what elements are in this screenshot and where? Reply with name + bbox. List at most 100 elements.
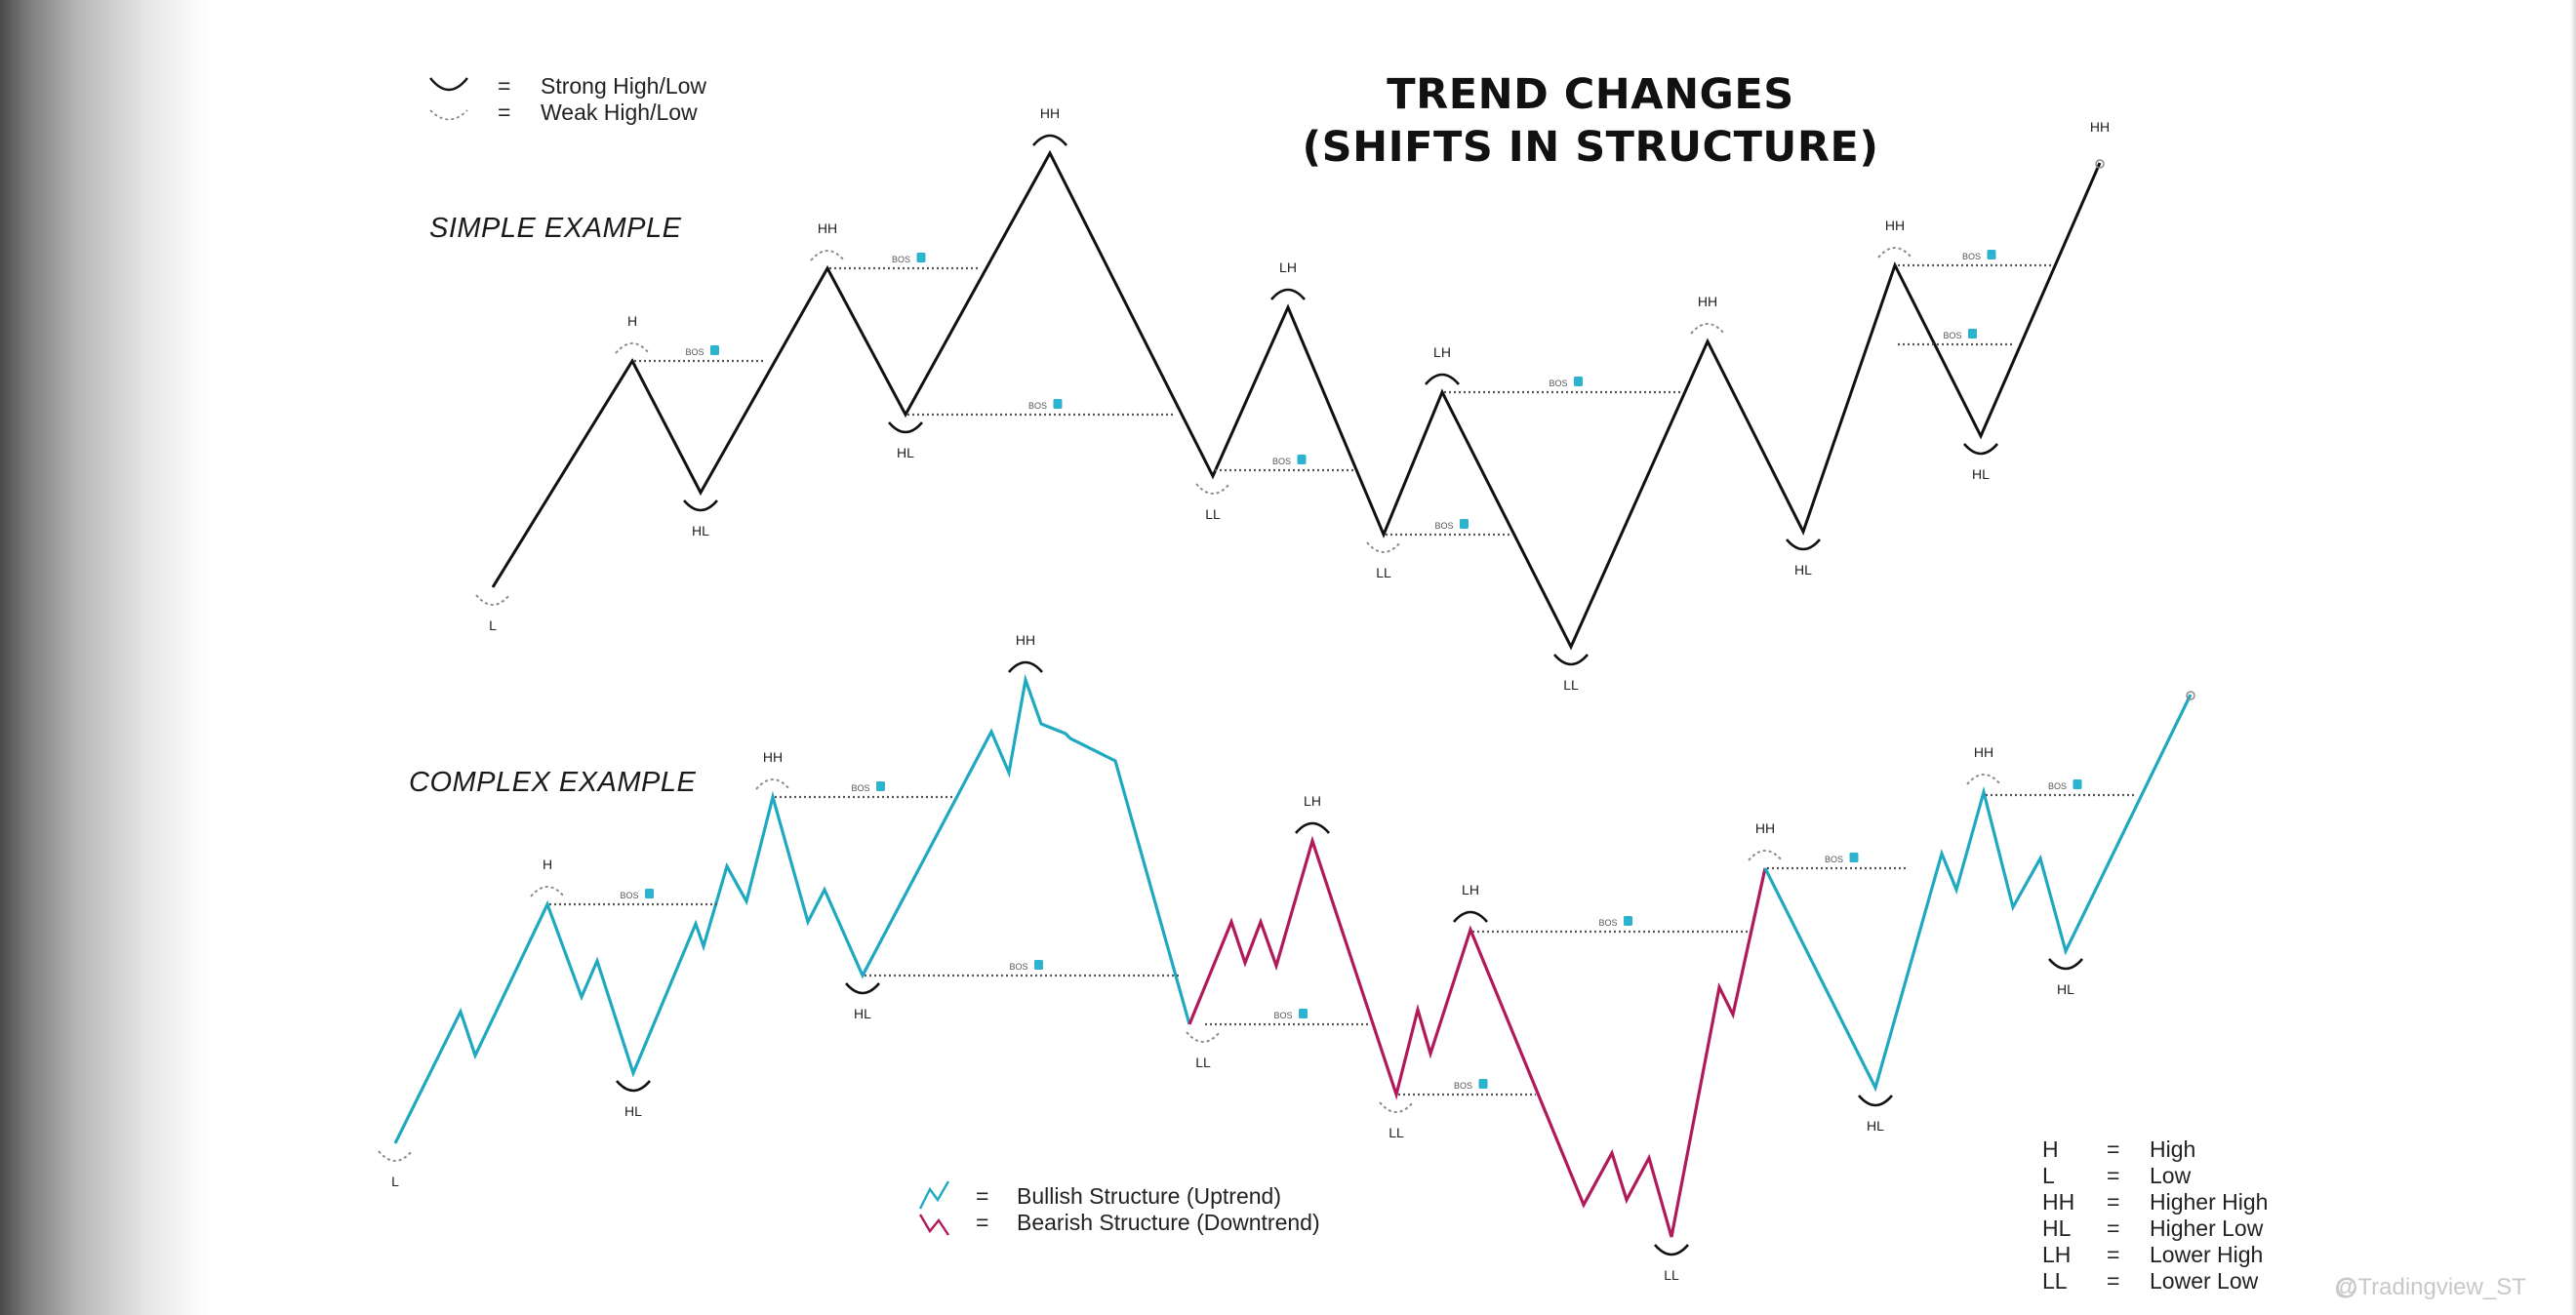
abbreviation-eq: = <box>2107 1268 2120 1294</box>
complex-bos-8-label: BOS <box>2048 781 2067 791</box>
simple-swing-arc-0 <box>475 594 510 606</box>
watermark-logo-icon <box>2337 1278 2356 1297</box>
simple-swing-arc-7 <box>1270 288 1306 300</box>
complex-swing-arc-1 <box>530 886 565 897</box>
abbreviation-abbr: H <box>2042 1136 2059 1162</box>
complex-swing-arc-10 <box>1654 1244 1689 1256</box>
complex-bos-2-badge-icon <box>876 781 885 791</box>
simple-bos-2-badge-icon <box>916 253 926 262</box>
strong-arc-icon <box>429 77 468 92</box>
simple-bos-4-label: BOS <box>1272 457 1291 466</box>
simple-swing-label-15: HH <box>2090 119 2110 135</box>
simple-swing-arc-3 <box>810 250 845 261</box>
complex-swing-arc-14 <box>2048 958 2083 971</box>
simple-swing-label-14: HL <box>1972 466 1990 482</box>
legend-strong-label: Strong High/Low <box>541 73 707 99</box>
simple-swing-arc-2 <box>683 499 718 512</box>
simple-bos-1-badge-icon <box>710 345 719 355</box>
complex-bos-5-badge-icon <box>1478 1079 1488 1089</box>
title-line-1: TREND CHANGES <box>1387 70 1794 119</box>
simple-swing-arc-5 <box>1032 134 1067 146</box>
complex-swing-arc-0 <box>378 1150 413 1162</box>
bullish-leg-1 <box>393 673 1191 1144</box>
complex-swing-arc-6 <box>1186 1031 1221 1043</box>
complex-swing-label-13: HH <box>1974 744 1993 760</box>
complex-swing-label-3: HH <box>763 749 783 765</box>
complex-swing-arc-4 <box>845 982 880 995</box>
simple-bos-6-badge-icon <box>1574 377 1583 386</box>
abbreviation-eq: = <box>2107 1215 2120 1241</box>
simple-end-point-icon <box>2095 159 2105 169</box>
complex-bos-3-badge-icon <box>1034 960 1043 970</box>
bullish-zigzag-icon <box>918 1180 950 1210</box>
complex-swing-label-0: L <box>391 1174 399 1189</box>
abbreviation-abbr: HL <box>2042 1215 2072 1241</box>
simple-bos-6-label: BOS <box>1549 379 1567 388</box>
simple-swing-arc-13 <box>1877 247 1912 259</box>
complex-bos-8-badge-icon <box>2073 779 2082 789</box>
simple-swing-label-2: HL <box>692 523 709 538</box>
simple-swing-label-4: HL <box>897 445 914 460</box>
simple-swing-label-8: LL <box>1376 565 1391 580</box>
complex-bos-1-label: BOS <box>620 891 638 900</box>
weak-arc-icon <box>429 109 468 121</box>
simple-swing-label-10: LL <box>1563 677 1579 693</box>
abbreviation-abbr: L <box>2042 1163 2055 1188</box>
simple-swing-arc-10 <box>1553 654 1589 666</box>
simple-swing-arc-6 <box>1195 483 1230 495</box>
complex-swing-label-14: HL <box>2057 981 2074 997</box>
simple-swing-arc-14 <box>1963 443 1998 456</box>
simple-bos-1-label: BOS <box>685 347 704 357</box>
simple-swing-label-1: H <box>627 313 637 329</box>
simple-swing-arc-8 <box>1366 541 1401 553</box>
simple-swing-arc-1 <box>615 342 650 354</box>
abbreviation-meaning: Lower Low <box>2150 1268 2259 1294</box>
simple-swing-arc-12 <box>1786 538 1821 551</box>
complex-swing-arc-12 <box>1858 1095 1893 1107</box>
complex-swing-arc-11 <box>1748 850 1783 861</box>
complex-swing-arc-7 <box>1295 821 1330 834</box>
diagram-title: TREND CHANGES (SHIFTS IN STRUCTURE) <box>1268 68 1912 174</box>
legend-bullish-row: = Bullish Structure (Uptrend) <box>976 1183 1281 1210</box>
legend-weak-row: = Weak High/Low <box>498 100 698 126</box>
simple-swing-label-6: LL <box>1205 506 1221 522</box>
legend-bearish-label: Bearish Structure (Downtrend) <box>1017 1210 1320 1235</box>
simple-bos-2-label: BOS <box>892 255 910 264</box>
legend-bearish-row: = Bearish Structure (Downtrend) <box>976 1210 1320 1236</box>
simple-example-drawing: LHHLHHHLHHLLLHLLLHLLHHHLHHHLHHBOSBOSBOSB… <box>475 105 2110 693</box>
simple-swing-arc-9 <box>1425 373 1460 385</box>
simple-bos-7-badge-icon <box>1968 329 1977 339</box>
abbreviation-eq: = <box>2107 1189 2120 1215</box>
bearish-zigzag-icon <box>918 1214 949 1236</box>
abbreviation-abbr: HH <box>2042 1189 2075 1215</box>
legend-weak-label: Weak High/Low <box>541 100 698 125</box>
simple-bos-5-badge-icon <box>1460 519 1469 529</box>
complex-bos-4-badge-icon <box>1299 1009 1308 1018</box>
legend-bullish-label: Bullish Structure (Uptrend) <box>1017 1183 1281 1209</box>
complex-bos-7-label: BOS <box>1825 855 1843 864</box>
complex-swing-label-8: LL <box>1389 1125 1404 1140</box>
simple-example-heading: SIMPLE EXAMPLE <box>429 213 682 244</box>
complex-bos-2-label: BOS <box>851 783 869 793</box>
complex-bos-7-badge-icon <box>1849 853 1859 862</box>
complex-example-heading: COMPLEX EXAMPLE <box>409 767 697 798</box>
complex-swing-arc-5 <box>1008 660 1043 673</box>
legend-strong-eq: = <box>498 73 511 99</box>
simple-swing-label-0: L <box>489 618 497 633</box>
simple-bos-3-label: BOS <box>1028 401 1047 411</box>
simple-price-path <box>491 149 2102 651</box>
complex-swing-label-1: H <box>543 857 552 872</box>
complex-swing-label-9: LH <box>1462 882 1479 897</box>
simple-swing-label-13: HH <box>1885 218 1905 233</box>
watermark: @Tradingview_ST <box>2334 1274 2526 1300</box>
simple-swing-arc-11 <box>1690 323 1725 335</box>
simple-bos-5-label: BOS <box>1434 521 1453 531</box>
simple-swing-arc-4 <box>888 421 923 434</box>
abbreviation-eq: = <box>2107 1242 2120 1267</box>
complex-end-point-icon <box>2186 691 2195 700</box>
abbreviation-abbr: LH <box>2042 1242 2072 1267</box>
complex-bos-1-badge-icon <box>645 889 654 898</box>
bullish-leg-2 <box>1763 694 2193 1093</box>
